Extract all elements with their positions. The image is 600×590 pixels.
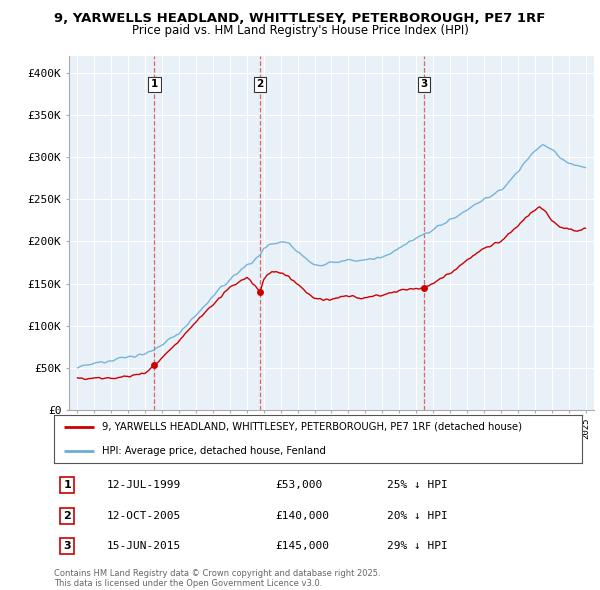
Text: 20% ↓ HPI: 20% ↓ HPI [386, 511, 448, 520]
Text: 3: 3 [64, 541, 71, 551]
Text: 2: 2 [64, 511, 71, 520]
Text: 9, YARWELLS HEADLAND, WHITTLESEY, PETERBOROUGH, PE7 1RF (detached house): 9, YARWELLS HEADLAND, WHITTLESEY, PETERB… [101, 422, 521, 432]
Text: 12-JUL-1999: 12-JUL-1999 [107, 480, 181, 490]
Text: 29% ↓ HPI: 29% ↓ HPI [386, 541, 448, 551]
Text: 12-OCT-2005: 12-OCT-2005 [107, 511, 181, 520]
Text: £145,000: £145,000 [276, 541, 330, 551]
Text: 2: 2 [257, 80, 264, 89]
Text: £140,000: £140,000 [276, 511, 330, 520]
Text: This data is licensed under the Open Government Licence v3.0.: This data is licensed under the Open Gov… [54, 579, 322, 588]
Text: 1: 1 [151, 80, 158, 89]
Text: 9, YARWELLS HEADLAND, WHITTLESEY, PETERBOROUGH, PE7 1RF: 9, YARWELLS HEADLAND, WHITTLESEY, PETERB… [55, 12, 545, 25]
Text: 1: 1 [64, 480, 71, 490]
Text: 15-JUN-2015: 15-JUN-2015 [107, 541, 181, 551]
Text: £53,000: £53,000 [276, 480, 323, 490]
Text: 25% ↓ HPI: 25% ↓ HPI [386, 480, 448, 490]
Text: Contains HM Land Registry data © Crown copyright and database right 2025.: Contains HM Land Registry data © Crown c… [54, 569, 380, 578]
Text: HPI: Average price, detached house, Fenland: HPI: Average price, detached house, Fenl… [101, 446, 325, 456]
Text: Price paid vs. HM Land Registry's House Price Index (HPI): Price paid vs. HM Land Registry's House … [131, 24, 469, 37]
Text: 3: 3 [421, 80, 428, 89]
